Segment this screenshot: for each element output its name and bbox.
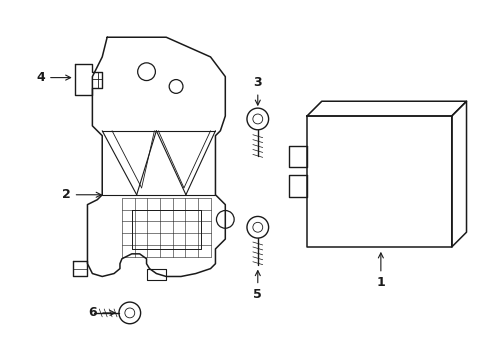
- Text: 4: 4: [36, 71, 70, 84]
- Text: 3: 3: [253, 76, 262, 105]
- Text: 2: 2: [62, 188, 101, 201]
- Text: 5: 5: [253, 271, 262, 301]
- Text: 6: 6: [88, 306, 115, 319]
- Text: 1: 1: [376, 253, 385, 289]
